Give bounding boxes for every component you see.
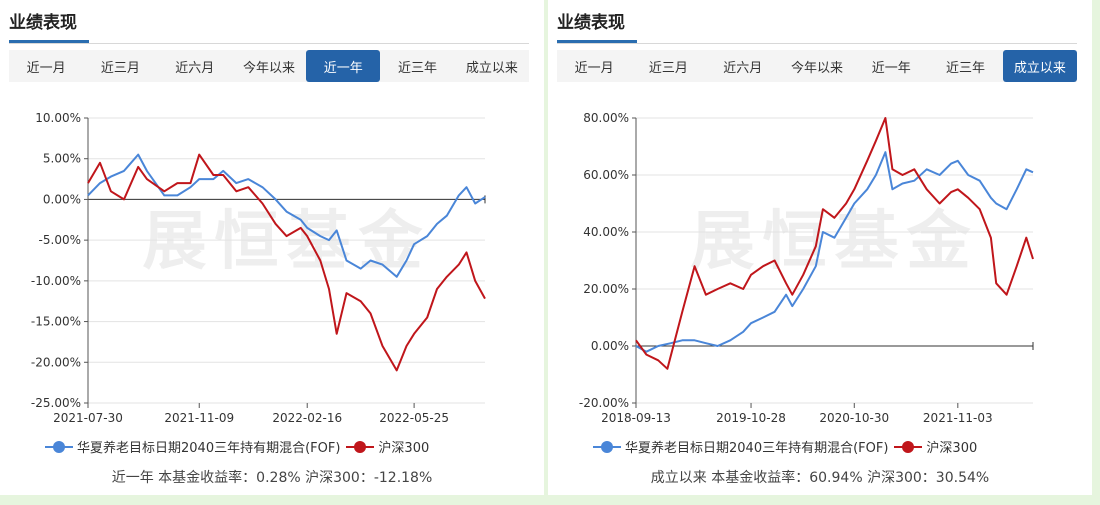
legend-marker-index — [894, 440, 923, 453]
section-title: 业绩表现 — [9, 13, 77, 33]
series-line-fund — [87, 153, 486, 278]
period-tabs: 近一月 近三月 近六月 今年以来 近一年 近三年 成立以来 — [557, 50, 1077, 82]
y-tick-label: 0.00% — [43, 192, 81, 206]
section-title: 业绩表现 — [557, 13, 625, 33]
x-tick-label: 2021-11-03 — [923, 411, 993, 425]
legend-label-fund: 华夏养老目标日期2040三年持有期混合(FOF) — [625, 441, 889, 456]
series-line-fund — [635, 151, 1034, 353]
tab-1-year[interactable]: 近一年 — [871, 60, 911, 76]
tab-3-years[interactable]: 近三年 — [398, 60, 438, 76]
title-divider — [557, 43, 1077, 44]
return-summary: 近一年 本基金收益率：0.28% 沪深300：-12.18% — [111, 470, 433, 486]
y-tick-label: 10.00% — [35, 111, 81, 125]
y-tick-label: -15.00% — [31, 315, 81, 329]
tab-3-months[interactable]: 近三月 — [100, 60, 140, 76]
legend-item-fund[interactable]: 华夏养老目标日期2040三年持有期混合(FOF) — [45, 437, 340, 456]
y-tick-label: 60.00% — [583, 168, 629, 182]
y-tick-label: 0.00% — [591, 339, 629, 353]
y-tick-label: -5.00% — [39, 233, 81, 247]
legend-marker-index — [346, 440, 375, 453]
title-underline — [9, 40, 89, 43]
series-line-index — [87, 153, 486, 372]
tab-6-months[interactable]: 近六月 — [175, 60, 215, 76]
x-tick-label: 2022-02-16 — [272, 411, 342, 425]
y-tick-label: -25.00% — [31, 396, 81, 410]
x-tick-label: 2020-10-30 — [819, 411, 889, 425]
performance-chart-1y: 展恒基金 10.00% 5.00% 0.00% -5.00% -10.00% -15.00%… — [31, 111, 486, 425]
tab-since-inception[interactable]: 成立以来 — [1002, 50, 1077, 82]
legend-item-index[interactable]: 沪深300 — [346, 437, 429, 456]
tab-ytd[interactable]: 今年以来 — [790, 60, 843, 76]
x-tick-label: 2018-09-13 — [601, 411, 671, 425]
tab-3-years[interactable]: 近三年 — [946, 60, 986, 76]
performance-panel-left: 业绩表现 近一月 近三月 近六月 今年以来 近一年 近三年 成立以来 展恒基金 1… — [0, 0, 544, 495]
legend-marker-fund — [593, 440, 621, 453]
chart-legend: 华夏养老目标日期2040三年持有期混合(FOF) 沪深300 — [45, 437, 429, 456]
tab-3-months[interactable]: 近三月 — [648, 60, 688, 76]
legend-label-index: 沪深300 — [378, 441, 430, 456]
title-divider — [9, 43, 529, 44]
watermark-text: 展恒基金 — [143, 205, 431, 279]
tab-ytd[interactable]: 今年以来 — [242, 60, 295, 76]
x-tick-label: 2021-07-30 — [53, 411, 123, 425]
y-tick-label: 5.00% — [43, 152, 81, 166]
y-tick-label: 20.00% — [583, 282, 629, 296]
legend-item-index[interactable]: 沪深300 — [894, 437, 977, 456]
y-tick-label: -20.00% — [31, 355, 81, 369]
tab-1-year[interactable]: 近一年 — [306, 50, 381, 82]
series-line-index — [635, 117, 1034, 370]
y-tick-label: 40.00% — [583, 225, 629, 239]
y-tick-label: -20.00% — [579, 396, 629, 410]
tab-1-month[interactable]: 近一月 — [574, 60, 614, 76]
performance-panel-right: 业绩表现 近一月 近三月 近六月 今年以来 近一年 近三年 成立以来 展恒基金 8… — [548, 0, 1092, 495]
y-tick-label: 80.00% — [583, 111, 629, 125]
performance-chart-inception: 展恒基金 80.00% 60.00% 40.00% 20.00% 0.00% -20.00%… — [579, 111, 1034, 425]
y-tick-label: -10.00% — [31, 274, 81, 288]
watermark-text: 展恒基金 — [691, 205, 979, 279]
period-tabs: 近一月 近三月 近六月 今年以来 近一年 近三年 成立以来 — [9, 50, 529, 82]
tab-6-months[interactable]: 近六月 — [723, 60, 763, 76]
title-underline — [557, 40, 637, 43]
x-tick-label: 2019-10-28 — [716, 411, 786, 425]
tab-1-month[interactable]: 近一月 — [26, 60, 66, 76]
return-summary: 成立以来 本基金收益率：60.94% 沪深300：30.54% — [650, 470, 990, 486]
x-tick-label: 2021-11-09 — [164, 411, 234, 425]
x-tick-label: 2022-05-25 — [379, 411, 449, 425]
legend-item-fund[interactable]: 华夏养老目标日期2040三年持有期混合(FOF) — [593, 437, 888, 456]
legend-label-index: 沪深300 — [926, 441, 978, 456]
legend-marker-fund — [45, 440, 73, 453]
chart-legend: 华夏养老目标日期2040三年持有期混合(FOF) 沪深300 — [593, 437, 977, 456]
legend-label-fund: 华夏养老目标日期2040三年持有期混合(FOF) — [77, 441, 341, 456]
tab-since-inception[interactable]: 成立以来 — [465, 60, 518, 76]
